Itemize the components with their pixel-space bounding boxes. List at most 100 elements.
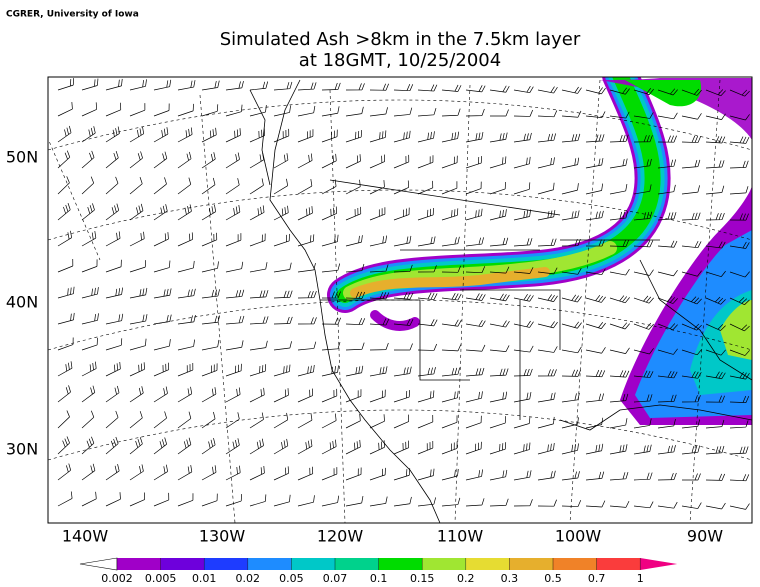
wind-barb xyxy=(273,290,293,299)
wind-barb xyxy=(465,319,486,328)
wind-barb xyxy=(393,107,413,117)
wind-barb xyxy=(321,153,337,169)
wind-barb xyxy=(177,386,193,403)
wind-barb xyxy=(153,411,167,429)
wind-barb xyxy=(273,262,292,273)
wind-barb xyxy=(585,111,606,118)
wind-barb xyxy=(633,472,653,481)
wind-barb xyxy=(561,183,579,195)
wind-barb xyxy=(129,260,147,273)
wind-barb xyxy=(441,131,460,143)
wind-barb xyxy=(57,286,75,299)
wind-barb xyxy=(345,206,362,221)
wind-barb xyxy=(657,472,677,481)
wind-barb xyxy=(225,315,245,325)
wind-barb xyxy=(129,314,148,325)
wind-barb xyxy=(177,493,194,507)
wind-barb xyxy=(249,128,265,143)
wind-barb xyxy=(441,497,461,507)
wind-barb xyxy=(57,78,75,91)
wind-barb xyxy=(417,343,438,351)
wind-barb xyxy=(417,131,435,143)
wind-barb xyxy=(57,259,74,273)
colorbar-label: 0.005 xyxy=(145,572,177,585)
wind-barb xyxy=(633,240,654,248)
parallel xyxy=(48,189,752,241)
wind-barb xyxy=(585,393,605,403)
wind-barb xyxy=(561,392,580,403)
meridian xyxy=(569,79,601,523)
wind-barb xyxy=(81,126,96,143)
wind-barb xyxy=(465,391,483,403)
wind-barb xyxy=(81,410,95,429)
wind-barb xyxy=(489,368,509,377)
wind-barb xyxy=(225,438,240,455)
wind-barb xyxy=(369,207,386,221)
wind-barb xyxy=(369,130,387,143)
wind-barb xyxy=(705,113,726,120)
wind-barb xyxy=(153,260,171,273)
wind-barb xyxy=(177,314,196,325)
wind-barb xyxy=(681,473,701,481)
wind-barb xyxy=(441,236,460,247)
wind-barb xyxy=(177,177,192,195)
wind-barb xyxy=(609,471,629,481)
wind-barb xyxy=(345,342,365,351)
wind-barb xyxy=(369,366,388,377)
colorbar-swatch xyxy=(291,558,335,570)
wind-barb xyxy=(465,498,485,507)
wind-barb xyxy=(441,208,459,221)
wind-barb xyxy=(633,184,652,195)
parallel xyxy=(48,99,752,151)
wind-barb xyxy=(681,371,702,379)
colorbar-swatch xyxy=(422,558,466,570)
wind-barb xyxy=(345,365,364,377)
wind-barb xyxy=(177,339,195,351)
wind-barb xyxy=(465,156,482,169)
wind-barb xyxy=(609,444,628,455)
wind-barb xyxy=(417,319,438,327)
wind-barb xyxy=(321,467,338,481)
wind-barb xyxy=(537,209,556,221)
wind-barb xyxy=(729,213,749,221)
wind-barb xyxy=(345,106,364,117)
wind-barb xyxy=(201,493,218,507)
colorbar-label: 0.15 xyxy=(410,572,435,585)
wind-barb xyxy=(201,261,219,273)
wind-barb xyxy=(561,133,581,143)
wind-barb xyxy=(177,232,193,247)
wind-barb xyxy=(273,81,293,91)
wind-barb xyxy=(465,367,485,377)
wind-barb xyxy=(465,415,482,429)
wind-barb xyxy=(153,437,167,455)
wind-barb xyxy=(129,79,147,91)
wind-barb xyxy=(201,387,217,403)
colorbar-swatch xyxy=(117,558,161,570)
wind-barb xyxy=(465,344,486,352)
wind-barb xyxy=(513,368,533,377)
wind-barb xyxy=(705,419,725,429)
wind-barb xyxy=(489,293,510,302)
wind-barb xyxy=(129,464,144,481)
wind-barb xyxy=(249,364,267,377)
wind-barb xyxy=(57,491,73,507)
wind-barb xyxy=(57,463,72,481)
wind-barb xyxy=(393,292,414,300)
wind-barb xyxy=(81,313,99,325)
wind-barb xyxy=(81,337,98,351)
wind-barb xyxy=(273,153,289,169)
wind-barb xyxy=(369,180,385,195)
wind-barb xyxy=(297,413,313,429)
wind-barb xyxy=(681,159,701,169)
wind-barb xyxy=(273,316,293,325)
wind-barb xyxy=(561,369,581,377)
wind-barb xyxy=(537,346,558,353)
wind-barb xyxy=(225,104,243,117)
wind-barb xyxy=(321,129,338,143)
wind-barb xyxy=(657,501,678,509)
wind-barb xyxy=(81,150,95,169)
wind-barb xyxy=(201,437,216,455)
wind-barb xyxy=(129,362,145,377)
wind-barb xyxy=(393,264,413,273)
colorbar-label: 0.2 xyxy=(457,572,475,585)
